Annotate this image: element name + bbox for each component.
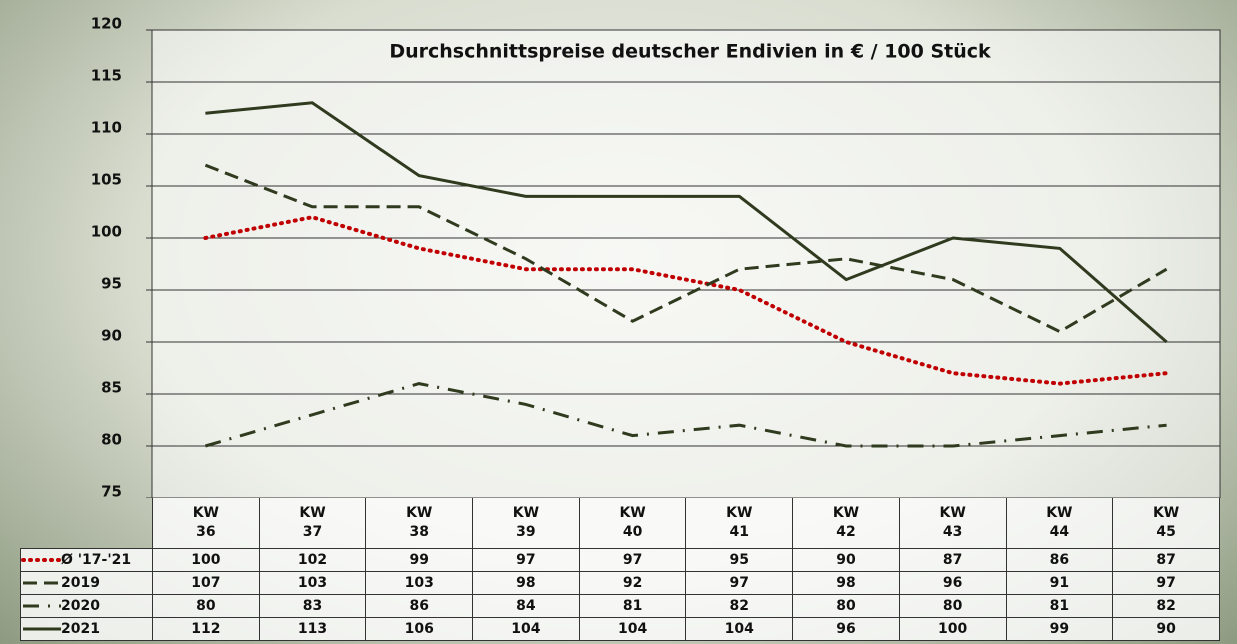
legend-label: Ø '17-'21: [61, 552, 131, 568]
x-tick-label: KW 44: [1044, 504, 1074, 542]
value-cell: 102: [259, 549, 366, 572]
y-tick-label: 100: [91, 223, 122, 241]
value-cell: 106: [366, 618, 473, 641]
legend-swatch: [21, 623, 61, 635]
value-cell: 97: [1113, 572, 1220, 595]
page: Durchschnittspreise deutscher Endivien i…: [0, 0, 1237, 644]
legend-label: 2021: [61, 621, 100, 637]
header-cell: KW 41: [686, 498, 793, 549]
value-cell: 100: [153, 549, 260, 572]
legend-cell: 2021: [21, 618, 153, 641]
value-cell: 104: [686, 618, 793, 641]
value-cell: 81: [579, 595, 686, 618]
legend-cell: Ø '17-'21: [21, 549, 153, 572]
value-cell: 82: [686, 595, 793, 618]
value-cell: 107: [153, 572, 260, 595]
legend-label: 2019: [61, 575, 100, 591]
value-cell: 96: [793, 618, 900, 641]
y-tick-label: 115: [91, 67, 122, 85]
x-tick-label: KW 36: [191, 504, 221, 542]
x-tick-label: KW 42: [831, 504, 861, 542]
value-cell: 96: [899, 572, 1006, 595]
table-header: KW 36 KW 37 KW 38 KW 39 KW 40 KW 41 KW 42 KW 43…: [21, 498, 1220, 549]
header-cell: KW 37: [259, 498, 366, 549]
value-cell: 97: [686, 572, 793, 595]
value-cell: 90: [1113, 618, 1220, 641]
value-cell: 113: [259, 618, 366, 641]
y-tick-label: 75: [101, 483, 122, 499]
value-cell: 99: [1006, 618, 1113, 641]
value-cell: 112: [153, 618, 260, 641]
value-cell: 82: [1113, 595, 1220, 618]
value-cell: 80: [153, 595, 260, 618]
header-cell: KW 40: [579, 498, 686, 549]
x-tick-label: KW 41: [724, 504, 754, 542]
header-cell: KW 43: [899, 498, 1006, 549]
legend-label: 2020: [61, 598, 100, 614]
value-cell: 97: [473, 549, 580, 572]
legend-swatch: [21, 577, 61, 589]
value-cell: 95: [686, 549, 793, 572]
value-cell: 91: [1006, 572, 1113, 595]
y-tick-label: 120: [91, 15, 122, 33]
blank-cell: [21, 498, 153, 549]
header-cell: KW 44: [1006, 498, 1113, 549]
value-cell: 86: [366, 595, 473, 618]
value-cell: 80: [793, 595, 900, 618]
y-tick-label: 90: [101, 327, 122, 345]
value-cell: 100: [899, 618, 1006, 641]
value-cell: 87: [899, 549, 1006, 572]
data-table: KW 36 KW 37 KW 38 KW 39 KW 40 KW 41 KW 42 KW 43…: [20, 498, 1220, 641]
y-tick-label: 95: [101, 275, 122, 293]
value-cell: 92: [579, 572, 686, 595]
value-cell: 86: [1006, 549, 1113, 572]
chart: Durchschnittspreise deutscher Endivien i…: [0, 0, 1237, 498]
value-cell: 98: [793, 572, 900, 595]
value-cell: 87: [1113, 549, 1220, 572]
x-tick-label: KW 39: [511, 504, 541, 542]
value-cell: 104: [473, 618, 580, 641]
x-tick-label: KW 37: [298, 504, 328, 542]
header-cell: KW 39: [473, 498, 580, 549]
legend-swatch: [21, 600, 61, 612]
x-tick-label: KW 45: [1151, 504, 1181, 542]
value-cell: 103: [259, 572, 366, 595]
y-tick-label: 110: [91, 119, 122, 137]
legend-cell: 2019: [21, 572, 153, 595]
x-tick-label: KW 38: [404, 504, 434, 542]
value-cell: 90: [793, 549, 900, 572]
x-tick-label: KW 40: [618, 504, 648, 542]
x-tick-label: KW 43: [938, 504, 968, 542]
value-cell: 80: [899, 595, 1006, 618]
value-cell: 84: [473, 595, 580, 618]
header-cell: KW 42: [793, 498, 900, 549]
legend-cell: 2020: [21, 595, 153, 618]
header-cell: KW 45: [1113, 498, 1220, 549]
value-cell: 83: [259, 595, 366, 618]
value-cell: 97: [579, 549, 686, 572]
value-cell: 103: [366, 572, 473, 595]
legend-swatch: [21, 554, 61, 566]
header-cell: KW 38: [366, 498, 473, 549]
header-cell: KW 36: [153, 498, 260, 549]
value-cell: 81: [1006, 595, 1113, 618]
plot-area: [152, 30, 1220, 498]
y-tick-label: 80: [101, 431, 122, 449]
chart-title: Durchschnittspreise deutscher Endivien i…: [389, 41, 991, 63]
y-tick-label: 105: [91, 171, 122, 189]
value-cell: 104: [579, 618, 686, 641]
value-cell: 99: [366, 549, 473, 572]
value-cell: 98: [473, 572, 580, 595]
y-tick-label: 85: [101, 379, 122, 397]
